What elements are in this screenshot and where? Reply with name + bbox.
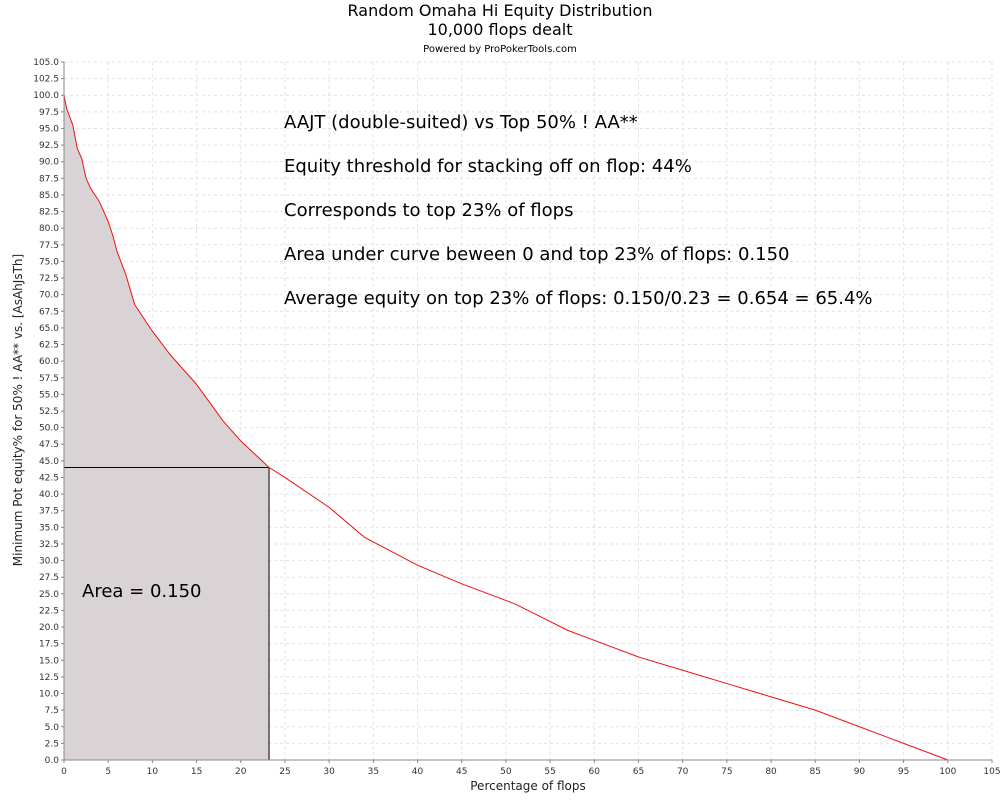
x-tick-label: 0 (61, 767, 67, 777)
y-tick-label: 22.5 (39, 606, 59, 616)
x-tick-label: 35 (368, 767, 379, 777)
x-tick-label: 80 (765, 767, 777, 777)
y-tick-label: 60.0 (39, 357, 59, 367)
x-axis-label: Percentage of flops (470, 779, 585, 793)
y-tick-label: 82.5 (39, 208, 59, 218)
y-tick-label: 40.0 (39, 490, 59, 500)
y-tick-label: 97.5 (39, 108, 59, 118)
x-tick-label: 5 (105, 767, 111, 777)
x-tick-label: 60 (589, 767, 601, 777)
x-tick-label: 40 (412, 767, 424, 777)
y-tick-label: 42.5 (39, 473, 59, 483)
y-tick-label: 67.5 (39, 307, 59, 317)
annotation-average: Average equity on top 23% of flops: 0.15… (284, 288, 873, 309)
y-tick-label: 95.0 (39, 124, 59, 134)
y-tick-label: 7.5 (45, 706, 59, 716)
y-tick-label: 25.0 (39, 590, 59, 600)
y-tick-label: 5.0 (45, 723, 60, 733)
annotation-top-flops: Corresponds to top 23% of flops (284, 200, 573, 221)
x-tick-label: 30 (323, 767, 335, 777)
x-tick-label: 45 (456, 767, 467, 777)
y-tick-label: 17.5 (39, 640, 59, 650)
y-tick-label: 72.5 (39, 274, 59, 284)
x-tick-label: 55 (544, 767, 555, 777)
x-tick-label: 20 (235, 767, 247, 777)
y-tick-label: 30.0 (39, 557, 59, 567)
x-tick-label: 105 (983, 767, 1000, 777)
chart-subtitle: 10,000 flops dealt (427, 20, 572, 39)
x-tick-label: 50 (500, 767, 512, 777)
x-tick-label: 15 (191, 767, 202, 777)
y-tick-label: 105.0 (33, 58, 59, 68)
area-label: Area = 0.150 (82, 581, 201, 602)
x-tick-label: 10 (147, 767, 159, 777)
y-tick-label: 47.5 (39, 440, 59, 450)
y-tick-label: 100.0 (33, 91, 59, 101)
annotation-threshold: Equity threshold for stacking off on flo… (284, 156, 692, 177)
y-tick-label: 70.0 (39, 291, 59, 301)
y-tick-label: 15.0 (39, 656, 59, 666)
y-tick-label: 50.0 (39, 424, 59, 434)
y-tick-label: 37.5 (39, 507, 59, 517)
x-tick-label: 25 (279, 767, 290, 777)
y-tick-label: 20.0 (39, 623, 59, 633)
y-tick-label: 62.5 (39, 341, 59, 351)
y-tick-label: 55.0 (39, 390, 59, 400)
chart-credit: Powered by ProPokerTools.com (423, 44, 577, 55)
y-tick-label: 102.5 (33, 75, 59, 85)
y-tick-label: 65.0 (39, 324, 59, 334)
y-tick-label: 80.0 (39, 224, 59, 234)
y-tick-label: 45.0 (39, 457, 59, 467)
y-tick-label: 32.5 (39, 540, 59, 550)
x-tick-label: 90 (854, 767, 866, 777)
y-tick-label: 87.5 (39, 174, 59, 184)
y-tick-label: 85.0 (39, 191, 59, 201)
grid (63, 61, 993, 761)
y-tick-label: 2.5 (45, 739, 59, 749)
x-tick-label: 65 (633, 767, 644, 777)
annotation-area: Area under curve beween 0 and top 23% of… (284, 244, 790, 265)
y-tick-label: 92.5 (39, 141, 59, 151)
y-tick-label: 10.0 (39, 690, 59, 700)
y-tick-label: 0.0 (45, 756, 60, 766)
chart-title: Random Omaha Hi Equity Distribution (348, 1, 653, 20)
y-tick-label: 52.5 (39, 407, 59, 417)
y-tick-label: 90.0 (39, 158, 59, 168)
x-tick-label: 100 (939, 767, 956, 777)
x-tick-label: 70 (677, 767, 689, 777)
x-tick-label: 85 (810, 767, 821, 777)
y-axis-label: Minimum Pot equity% for 50% ! AA** vs. [… (11, 254, 25, 566)
y-tick-label: 77.5 (39, 241, 59, 251)
x-tick-label: 95 (898, 767, 909, 777)
area-under-curve (64, 95, 270, 760)
annotation-hand: AAJT (double-suited) vs Top 50% ! AA** (284, 112, 638, 133)
y-tick-label: 57.5 (39, 374, 59, 384)
x-tick-label: 75 (721, 767, 732, 777)
y-tick-label: 12.5 (39, 673, 59, 683)
y-tick-label: 35.0 (39, 523, 59, 533)
y-tick-label: 27.5 (39, 573, 59, 583)
y-tick-label: 75.0 (39, 257, 59, 267)
equity-curve (63, 95, 948, 761)
